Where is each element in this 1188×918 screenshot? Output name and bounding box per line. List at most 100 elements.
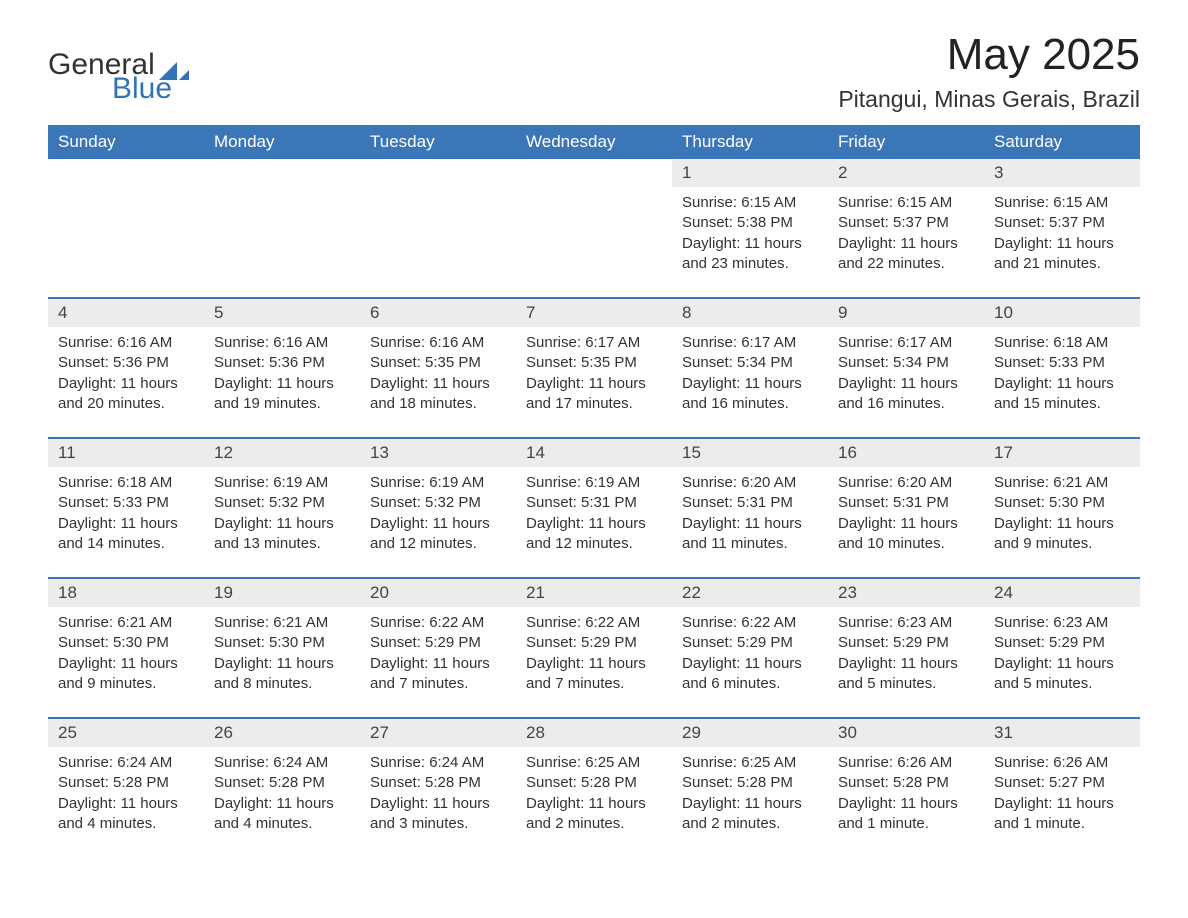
- day-cell: Sunrise: 6:17 AMSunset: 5:34 PMDaylight:…: [828, 327, 984, 437]
- daylight-text: Daylight: 11 hours and 16 minutes.: [838, 374, 974, 415]
- sunrise-text: Sunrise: 6:16 AM: [58, 333, 194, 353]
- week-row: 18192021222324Sunrise: 6:21 AMSunset: 5:…: [48, 577, 1140, 717]
- daylight-text: Daylight: 11 hours and 2 minutes.: [526, 794, 662, 835]
- daylight-text: Daylight: 11 hours and 4 minutes.: [58, 794, 194, 835]
- day-content-row: Sunrise: 6:18 AMSunset: 5:33 PMDaylight:…: [48, 467, 1140, 577]
- sunrise-text: Sunrise: 6:24 AM: [214, 753, 350, 773]
- day-cell: Sunrise: 6:20 AMSunset: 5:31 PMDaylight:…: [828, 467, 984, 577]
- sunset-text: Sunset: 5:37 PM: [994, 213, 1130, 233]
- day-content-row: Sunrise: 6:21 AMSunset: 5:30 PMDaylight:…: [48, 607, 1140, 717]
- daylight-text: Daylight: 11 hours and 12 minutes.: [370, 514, 506, 555]
- sunset-text: Sunset: 5:32 PM: [370, 493, 506, 513]
- daylight-text: Daylight: 11 hours and 1 minute.: [994, 794, 1130, 835]
- day-cell: Sunrise: 6:21 AMSunset: 5:30 PMDaylight:…: [48, 607, 204, 717]
- weekday-header: Tuesday: [360, 125, 516, 159]
- daylight-text: Daylight: 11 hours and 20 minutes.: [58, 374, 194, 415]
- day-number: 27: [360, 719, 516, 747]
- daylight-text: Daylight: 11 hours and 5 minutes.: [838, 654, 974, 695]
- day-number: 15: [672, 439, 828, 467]
- day-number: [360, 159, 516, 187]
- daylight-text: Daylight: 11 hours and 4 minutes.: [214, 794, 350, 835]
- day-number: 8: [672, 299, 828, 327]
- day-cell: Sunrise: 6:16 AMSunset: 5:36 PMDaylight:…: [48, 327, 204, 437]
- day-number: 16: [828, 439, 984, 467]
- day-cell: Sunrise: 6:16 AMSunset: 5:35 PMDaylight:…: [360, 327, 516, 437]
- day-number: [48, 159, 204, 187]
- day-number: 4: [48, 299, 204, 327]
- daylight-text: Daylight: 11 hours and 10 minutes.: [838, 514, 974, 555]
- daylight-text: Daylight: 11 hours and 7 minutes.: [370, 654, 506, 695]
- sunset-text: Sunset: 5:28 PM: [526, 773, 662, 793]
- day-number: 23: [828, 579, 984, 607]
- calendar-body: 1 23 Sunrise: 6:15 AMSunset: 5:38 PMDaylig…: [48, 159, 1140, 857]
- day-cell: Sunrise: 6:24 AMSunset: 5:28 PMDaylight:…: [360, 747, 516, 857]
- day-cell: [48, 187, 204, 297]
- sunrise-text: Sunrise: 6:18 AM: [58, 473, 194, 493]
- day-cell: Sunrise: 6:21 AMSunset: 5:30 PMDaylight:…: [984, 467, 1140, 577]
- daylight-text: Daylight: 11 hours and 2 minutes.: [682, 794, 818, 835]
- day-cell: Sunrise: 6:17 AMSunset: 5:35 PMDaylight:…: [516, 327, 672, 437]
- sunset-text: Sunset: 5:36 PM: [58, 353, 194, 373]
- weekday-header-row: Sunday Monday Tuesday Wednesday Thursday…: [48, 125, 1140, 159]
- sunrise-text: Sunrise: 6:17 AM: [526, 333, 662, 353]
- sunrise-text: Sunrise: 6:21 AM: [58, 613, 194, 633]
- weekday-header: Friday: [828, 125, 984, 159]
- day-number-row: 45678910: [48, 299, 1140, 327]
- weekday-header: Sunday: [48, 125, 204, 159]
- sunset-text: Sunset: 5:38 PM: [682, 213, 818, 233]
- sunrise-text: Sunrise: 6:26 AM: [994, 753, 1130, 773]
- day-cell: Sunrise: 6:26 AMSunset: 5:27 PMDaylight:…: [984, 747, 1140, 857]
- sunset-text: Sunset: 5:28 PM: [838, 773, 974, 793]
- sunrise-text: Sunrise: 6:22 AM: [682, 613, 818, 633]
- sunset-text: Sunset: 5:29 PM: [526, 633, 662, 653]
- day-number: 22: [672, 579, 828, 607]
- sunrise-text: Sunrise: 6:21 AM: [994, 473, 1130, 493]
- day-content-row: Sunrise: 6:15 AMSunset: 5:38 PMDaylight:…: [48, 187, 1140, 297]
- day-cell: [204, 187, 360, 297]
- day-number: 24: [984, 579, 1140, 607]
- sunset-text: Sunset: 5:36 PM: [214, 353, 350, 373]
- sunset-text: Sunset: 5:28 PM: [58, 773, 194, 793]
- day-number-row: 18192021222324: [48, 579, 1140, 607]
- sunset-text: Sunset: 5:30 PM: [994, 493, 1130, 513]
- weekday-header: Monday: [204, 125, 360, 159]
- day-cell: Sunrise: 6:17 AMSunset: 5:34 PMDaylight:…: [672, 327, 828, 437]
- sunrise-text: Sunrise: 6:22 AM: [370, 613, 506, 633]
- daylight-text: Daylight: 11 hours and 21 minutes.: [994, 234, 1130, 275]
- day-number: 30: [828, 719, 984, 747]
- daylight-text: Daylight: 11 hours and 13 minutes.: [214, 514, 350, 555]
- daylight-text: Daylight: 11 hours and 19 minutes.: [214, 374, 350, 415]
- sunrise-text: Sunrise: 6:21 AM: [214, 613, 350, 633]
- daylight-text: Daylight: 11 hours and 17 minutes.: [526, 374, 662, 415]
- day-cell: Sunrise: 6:16 AMSunset: 5:36 PMDaylight:…: [204, 327, 360, 437]
- location-text: Pitangui, Minas Gerais, Brazil: [838, 86, 1140, 113]
- day-number: 1: [672, 159, 828, 187]
- day-number: 9: [828, 299, 984, 327]
- week-row: 45678910Sunrise: 6:16 AMSunset: 5:36 PMD…: [48, 297, 1140, 437]
- day-cell: Sunrise: 6:20 AMSunset: 5:31 PMDaylight:…: [672, 467, 828, 577]
- day-cell: Sunrise: 6:19 AMSunset: 5:32 PMDaylight:…: [204, 467, 360, 577]
- sunset-text: Sunset: 5:33 PM: [58, 493, 194, 513]
- sunrise-text: Sunrise: 6:16 AM: [214, 333, 350, 353]
- week-row: 11121314151617Sunrise: 6:18 AMSunset: 5:…: [48, 437, 1140, 577]
- sunrise-text: Sunrise: 6:24 AM: [58, 753, 194, 773]
- month-title: May 2025: [838, 30, 1140, 80]
- day-number: 28: [516, 719, 672, 747]
- sunrise-text: Sunrise: 6:25 AM: [682, 753, 818, 773]
- daylight-text: Daylight: 11 hours and 1 minute.: [838, 794, 974, 835]
- day-cell: Sunrise: 6:24 AMSunset: 5:28 PMDaylight:…: [48, 747, 204, 857]
- day-cell: Sunrise: 6:15 AMSunset: 5:37 PMDaylight:…: [828, 187, 984, 297]
- day-number: [516, 159, 672, 187]
- daylight-text: Daylight: 11 hours and 14 minutes.: [58, 514, 194, 555]
- sunset-text: Sunset: 5:31 PM: [682, 493, 818, 513]
- day-number: 5: [204, 299, 360, 327]
- daylight-text: Daylight: 11 hours and 7 minutes.: [526, 654, 662, 695]
- day-cell: Sunrise: 6:18 AMSunset: 5:33 PMDaylight:…: [984, 327, 1140, 437]
- sunrise-text: Sunrise: 6:19 AM: [526, 473, 662, 493]
- day-cell: [516, 187, 672, 297]
- sunrise-text: Sunrise: 6:25 AM: [526, 753, 662, 773]
- weekday-header: Wednesday: [516, 125, 672, 159]
- sunset-text: Sunset: 5:29 PM: [994, 633, 1130, 653]
- daylight-text: Daylight: 11 hours and 9 minutes.: [994, 514, 1130, 555]
- sunrise-text: Sunrise: 6:20 AM: [838, 473, 974, 493]
